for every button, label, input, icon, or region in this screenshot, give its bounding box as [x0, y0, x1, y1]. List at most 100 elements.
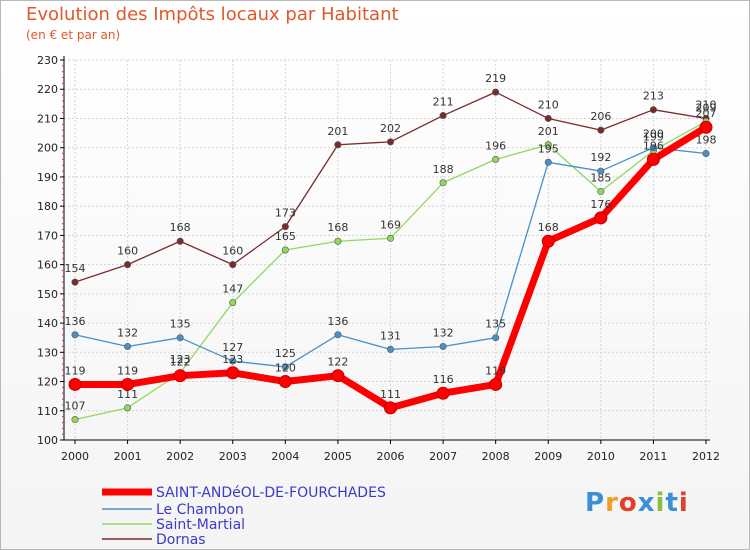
data-label: 119	[485, 364, 506, 377]
y-tick-label: 160	[37, 259, 58, 272]
proxiti-logo: Proxiti	[585, 488, 689, 518]
data-label: 202	[380, 122, 401, 135]
data-point	[597, 167, 605, 175]
data-point	[597, 126, 605, 134]
chart-subtitle: (en € et par an)	[26, 28, 121, 42]
data-label: 119	[65, 364, 86, 377]
data-label: 169	[380, 218, 401, 231]
data-label: 136	[327, 315, 348, 328]
data-label: 135	[170, 318, 191, 331]
data-label: 136	[65, 315, 86, 328]
data-point	[386, 345, 394, 353]
logo-letter: t	[665, 488, 679, 518]
data-label: 120	[275, 362, 296, 375]
data-label: 160	[222, 245, 243, 258]
data-label: 196	[643, 139, 664, 152]
data-point	[229, 261, 237, 269]
x-tick-label: 2007	[429, 450, 457, 463]
data-point	[541, 234, 555, 248]
y-tick-label: 210	[37, 112, 58, 125]
x-tick-label: 2009	[534, 450, 562, 463]
data-point	[544, 114, 552, 122]
data-point	[71, 331, 79, 339]
x-tick-label: 2011	[639, 450, 667, 463]
data-point	[439, 342, 447, 350]
data-point	[544, 158, 552, 166]
y-tick-label: 170	[37, 229, 58, 242]
logo-letter: o	[618, 488, 638, 518]
data-point	[439, 112, 447, 120]
data-label: 132	[433, 326, 454, 339]
y-tick-label: 120	[37, 376, 58, 389]
data-point	[173, 369, 187, 383]
data-label: 160	[117, 245, 138, 258]
y-tick-label: 180	[37, 200, 58, 213]
data-point	[229, 299, 237, 307]
data-point	[492, 155, 500, 163]
data-point	[68, 377, 82, 391]
data-point	[281, 363, 289, 371]
data-label: 192	[590, 151, 611, 164]
data-label: 122	[327, 356, 348, 369]
data-label: 119	[117, 364, 138, 377]
x-tick-label: 2001	[114, 450, 142, 463]
data-label: 176	[590, 198, 611, 211]
data-label: 200	[643, 128, 664, 141]
data-label: 207	[696, 107, 717, 120]
data-point	[384, 401, 397, 415]
logo-letter: r	[605, 488, 619, 518]
legend-label: Dornas	[156, 532, 206, 548]
x-tick-label: 2008	[482, 450, 510, 463]
data-point	[544, 141, 552, 149]
logo-letter: i	[655, 488, 666, 518]
data-point	[124, 404, 132, 412]
x-tick-label: 2000	[61, 450, 89, 463]
data-label: 209	[696, 101, 717, 114]
y-tick-label: 130	[37, 346, 58, 359]
data-label: 168	[538, 221, 559, 234]
data-label: 201	[538, 125, 559, 138]
data-point	[278, 375, 292, 389]
data-point	[649, 144, 657, 152]
x-tick-label: 2010	[587, 450, 615, 463]
data-label: 165	[275, 230, 296, 243]
data-point	[176, 334, 184, 342]
data-label: 125	[275, 347, 296, 360]
logo-letter: x	[637, 488, 656, 518]
x-tick-label: 2006	[377, 450, 405, 463]
data-label: 185	[590, 172, 611, 185]
data-label: 201	[327, 125, 348, 138]
data-point	[334, 141, 342, 149]
y-tick-label: 230	[37, 54, 58, 67]
data-point	[71, 416, 79, 424]
data-label: 135	[485, 318, 506, 331]
data-label: 168	[170, 221, 191, 234]
data-point	[281, 246, 289, 254]
data-point	[597, 188, 605, 196]
data-point	[281, 223, 289, 231]
y-tick-label: 140	[37, 317, 58, 330]
data-label: 213	[643, 90, 664, 103]
data-point	[489, 377, 503, 391]
data-label: 107	[65, 400, 86, 413]
data-label: 206	[590, 110, 611, 123]
data-label: 196	[485, 139, 506, 152]
data-label: 188	[433, 163, 454, 176]
logo-letter: P	[585, 488, 606, 518]
data-label: 111	[380, 388, 401, 401]
data-point	[176, 237, 184, 245]
x-tick-label: 2004	[271, 450, 299, 463]
data-point	[331, 369, 345, 383]
data-point	[699, 120, 713, 134]
data-label: 211	[433, 96, 454, 109]
chart-title: Evolution des Impôts locaux par Habitant	[26, 4, 399, 25]
data-label: 210	[696, 98, 717, 111]
y-tick-label: 110	[37, 405, 58, 418]
data-label: 123	[170, 353, 191, 366]
data-point	[594, 211, 608, 225]
y-tick-label: 220	[37, 83, 58, 96]
y-tick-label: 190	[37, 171, 58, 184]
y-tick-label: 100	[37, 434, 58, 447]
